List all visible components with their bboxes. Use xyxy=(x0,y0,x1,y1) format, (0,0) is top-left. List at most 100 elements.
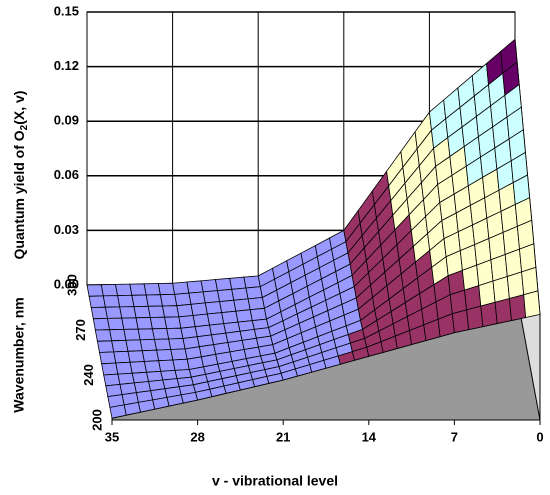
surface-cell xyxy=(88,295,106,308)
surface-cell xyxy=(521,266,539,296)
surface-cell xyxy=(109,328,127,342)
surface-cell xyxy=(123,328,141,341)
surface-cell xyxy=(115,361,133,375)
y-tick-label: 0.09 xyxy=(54,113,79,128)
surface-cell xyxy=(523,290,541,318)
surface-cell xyxy=(149,316,168,330)
surface-cell xyxy=(235,309,253,323)
surface-cell xyxy=(172,358,190,371)
surface-cell xyxy=(102,295,121,308)
y-axis-title: Quantum yield of O2(X, v) xyxy=(11,91,30,260)
surface-cell xyxy=(245,286,263,300)
y-tick-label: 0.12 xyxy=(54,58,79,73)
surface-cell xyxy=(229,276,247,290)
surface-cell xyxy=(451,309,470,334)
surface-cell xyxy=(206,312,225,326)
surface-cell xyxy=(188,291,206,305)
y-tick-label: 0.03 xyxy=(54,222,79,237)
surface-cell xyxy=(159,293,178,307)
surface-cell xyxy=(103,373,121,387)
surface-cell xyxy=(480,301,498,328)
surface-cell xyxy=(200,279,218,293)
surface-cell xyxy=(86,284,104,297)
surface-cell xyxy=(478,280,496,307)
z-tick-label: 200 xyxy=(89,409,104,431)
surface-cell xyxy=(178,315,196,329)
x-axis-title: v - vibrational level xyxy=(212,473,338,489)
surface-cell xyxy=(151,328,170,340)
surface-cell xyxy=(243,275,261,289)
surface-cell xyxy=(168,338,186,350)
surface-cell xyxy=(131,294,149,308)
surface-cell xyxy=(94,329,113,342)
surface-cell xyxy=(494,297,512,324)
x-tick-label: 28 xyxy=(190,429,204,444)
surface-cell xyxy=(492,275,510,303)
x-tick-label: 7 xyxy=(451,429,458,444)
y-title-part: (X, v) xyxy=(11,91,27,125)
surface-cell xyxy=(104,306,123,319)
surface-cell xyxy=(186,280,204,294)
surface-cell xyxy=(129,361,147,374)
surface-cell xyxy=(506,271,525,300)
surface-cell xyxy=(214,277,233,292)
surface-cell xyxy=(217,288,235,303)
surface-cell xyxy=(204,301,223,315)
surface-cell xyxy=(96,340,115,353)
surface-cell xyxy=(147,305,166,318)
surface-cell xyxy=(162,305,180,318)
surface-cell xyxy=(176,303,194,318)
surface-cell xyxy=(131,371,150,384)
z-axis-title: Wavenumber, nm xyxy=(11,297,27,412)
surface-cell xyxy=(156,349,174,362)
surface-cell xyxy=(141,349,160,362)
y-title-part: Quantum yield of O xyxy=(11,130,27,259)
surface-cell xyxy=(137,328,155,341)
surface-cell xyxy=(99,351,117,365)
surface-cell xyxy=(117,372,135,385)
surface-cell xyxy=(192,313,210,328)
surface-cell xyxy=(464,285,482,311)
surface-cell xyxy=(170,348,188,361)
surface-cell xyxy=(219,299,237,314)
surface-cell xyxy=(139,338,158,352)
surface-cell xyxy=(107,317,125,331)
surface-cell xyxy=(508,294,527,321)
surface-cell xyxy=(90,306,108,320)
y-tick-label: 0.06 xyxy=(54,167,79,182)
surface-cell xyxy=(113,350,131,364)
surface-cell xyxy=(519,243,537,273)
surface-cell xyxy=(174,292,192,307)
surface-cell xyxy=(247,297,265,311)
surface-cell xyxy=(129,283,147,296)
surface-cell xyxy=(133,305,151,319)
y-tick-label: 0.15 xyxy=(54,3,79,18)
surface-cell xyxy=(143,360,162,373)
x-tick-label: 14 xyxy=(362,429,377,444)
surface-cell xyxy=(92,317,111,331)
surface-cell xyxy=(145,294,163,307)
surface-cell xyxy=(100,283,119,297)
surface-cell xyxy=(221,310,239,325)
z-tick-label: 300 xyxy=(64,274,79,296)
surface-cell xyxy=(249,307,267,322)
x-tick-label: 0 xyxy=(536,429,543,444)
surface-cell xyxy=(154,338,172,351)
surface-cell xyxy=(117,294,135,308)
y-title-sub: 2 xyxy=(19,124,30,130)
z-tick-label: 270 xyxy=(73,319,88,341)
surface-cell xyxy=(125,339,143,352)
y-tick-label: 0.00 xyxy=(54,276,79,291)
surface-cell xyxy=(127,350,145,363)
surface-cell xyxy=(158,359,176,372)
surface-cell xyxy=(166,327,184,340)
surface-cell xyxy=(111,339,129,353)
surface-cell xyxy=(115,283,133,297)
z-tick-label: 240 xyxy=(81,364,96,386)
x-tick-label: 21 xyxy=(276,429,290,444)
surface-cell xyxy=(202,290,221,304)
surface-cell xyxy=(172,281,190,295)
surface-cell xyxy=(119,306,137,319)
surface-cell xyxy=(164,316,182,329)
